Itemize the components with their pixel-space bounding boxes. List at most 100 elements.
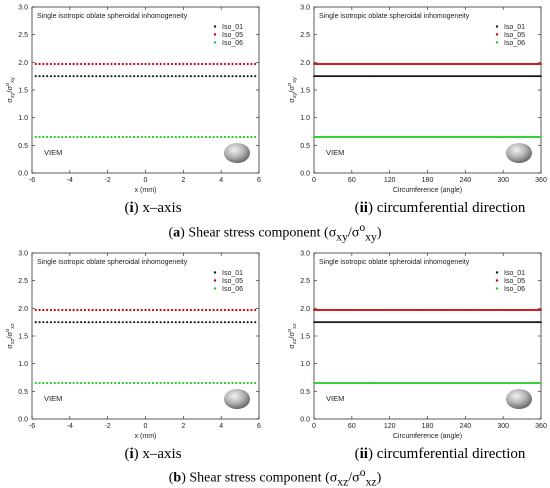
data-point xyxy=(136,62,140,66)
data-point xyxy=(189,381,192,385)
data-point xyxy=(193,308,196,312)
data-point xyxy=(64,381,68,385)
data-point xyxy=(220,381,223,385)
data-point xyxy=(76,135,79,139)
data-point xyxy=(49,135,53,139)
legend-marker xyxy=(213,271,217,274)
data-point xyxy=(72,62,75,66)
data-point xyxy=(231,308,234,312)
data-point xyxy=(91,308,94,312)
data-point xyxy=(204,62,208,66)
data-point xyxy=(61,308,64,312)
data-point xyxy=(144,135,147,139)
data-point xyxy=(151,75,155,78)
data-point xyxy=(125,62,128,66)
data-point xyxy=(189,308,192,312)
chart-title: Single isotropic oblate spheroidal inhom… xyxy=(37,13,188,20)
data-point xyxy=(216,135,219,139)
data-point xyxy=(212,308,215,312)
subcaption-a-i-label: i xyxy=(129,200,134,216)
y-axis-label-part: σ xyxy=(287,98,296,103)
data-point xyxy=(170,135,174,139)
data-point xyxy=(140,308,143,312)
data-point xyxy=(208,308,211,312)
subcaption-a-ii-label: ii xyxy=(359,200,368,216)
data-point xyxy=(151,321,155,324)
data-point xyxy=(144,381,147,385)
caption-a: (a) Shear stress component (σxy/σoxy) xyxy=(168,221,382,244)
data-point xyxy=(72,135,75,139)
data-point xyxy=(129,135,132,139)
data-point xyxy=(49,308,53,312)
data-point xyxy=(159,381,162,385)
data-point xyxy=(114,75,117,78)
x-tick-label: 4 xyxy=(219,177,223,184)
data-point xyxy=(117,381,121,385)
data-point xyxy=(61,321,64,324)
data-point xyxy=(34,62,37,66)
data-point xyxy=(540,382,542,384)
y-tick-label: 2.5 xyxy=(300,32,310,39)
data-point xyxy=(178,62,181,66)
data-point xyxy=(34,381,37,385)
data-point xyxy=(95,62,98,66)
data-point xyxy=(125,308,128,312)
data-point xyxy=(186,135,189,139)
legend-label: Iso_05 xyxy=(222,32,243,39)
data-point xyxy=(178,135,181,139)
caption-b-sub1: xz xyxy=(337,475,349,488)
data-point xyxy=(133,381,136,385)
data-point xyxy=(170,75,174,78)
data-point xyxy=(80,308,83,312)
data-point xyxy=(125,321,128,324)
data-point xyxy=(34,308,37,312)
x-tick-label: -6 xyxy=(29,177,35,184)
data-point xyxy=(42,321,45,324)
x-tick-label: -2 xyxy=(105,177,111,184)
y-tick-label: 0.0 xyxy=(18,171,28,178)
x-tick-label: 300 xyxy=(497,177,509,184)
subcaption-b-i: (i) x–axis xyxy=(124,446,182,462)
data-point xyxy=(212,75,215,78)
data-point xyxy=(76,308,79,312)
data-point xyxy=(238,62,242,66)
viem-annotation: VIEM xyxy=(326,394,344,403)
data-point xyxy=(34,321,37,324)
y-tick-label: 3.0 xyxy=(18,251,28,258)
legend-label: Iso_05 xyxy=(222,278,243,285)
data-point xyxy=(208,135,211,139)
y-tick-label: 3.0 xyxy=(18,5,28,12)
data-point xyxy=(227,321,230,324)
x-tick-label: 0 xyxy=(144,177,148,184)
data-point xyxy=(163,381,166,385)
data-point xyxy=(193,75,196,78)
data-point xyxy=(254,381,257,385)
data-point xyxy=(242,381,245,385)
caption-a-sub2: xy xyxy=(365,230,377,244)
data-point xyxy=(42,75,45,78)
data-point xyxy=(99,75,102,78)
data-point xyxy=(87,135,90,139)
legend-marker xyxy=(495,271,499,274)
data-point xyxy=(163,75,166,78)
data-point xyxy=(540,321,542,324)
data-point xyxy=(186,62,189,66)
data-point xyxy=(46,308,49,312)
data-point xyxy=(540,309,542,311)
viem-annotation: VIEM xyxy=(44,148,62,157)
data-point xyxy=(99,62,102,66)
data-point xyxy=(95,321,98,324)
data-point xyxy=(197,75,200,78)
data-point xyxy=(144,62,147,66)
data-point xyxy=(148,62,151,66)
data-point xyxy=(197,62,200,66)
data-point xyxy=(151,135,155,139)
data-point xyxy=(110,308,113,312)
data-point xyxy=(246,62,249,66)
data-point xyxy=(197,135,200,139)
data-point xyxy=(64,75,68,78)
data-point xyxy=(64,62,68,66)
data-point xyxy=(227,135,230,139)
data-point xyxy=(64,135,68,139)
data-point xyxy=(223,135,227,139)
